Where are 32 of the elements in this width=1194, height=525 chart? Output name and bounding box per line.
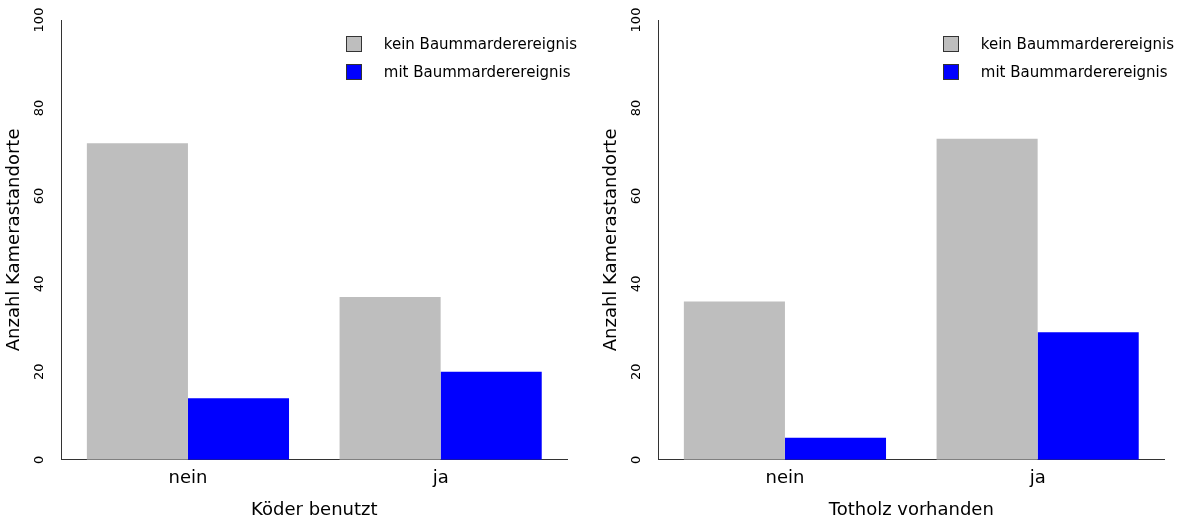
legend-label: kein Baummarderereignis [980, 35, 1174, 53]
x-tick-label: nein [765, 466, 805, 488]
bar [683, 301, 785, 460]
legend-label: mit Baummarderereignis [383, 63, 571, 81]
bar [1037, 332, 1139, 460]
y-tick-label: 80 [627, 99, 643, 117]
y-tick-label: 40 [30, 275, 46, 293]
bar [784, 437, 887, 460]
legend-label: mit Baummarderereignis [980, 63, 1168, 81]
bar [440, 371, 542, 460]
y-axis-title: Anzahl Kamerastandorte [599, 128, 621, 352]
y-tick-label: 20 [30, 363, 46, 381]
y-tick-label: 40 [627, 275, 643, 293]
bar [187, 398, 290, 460]
y-tick-label: 100 [627, 7, 643, 33]
bar [936, 138, 1038, 460]
x-axis-title: Köder benutzt [251, 497, 378, 519]
x-axis-title: Totholz vorhanden [827, 497, 994, 519]
y-tick-label: 60 [627, 187, 643, 205]
y-axis-title: Anzahl Kamerastandorte [2, 128, 24, 352]
x-tick-label: nein [168, 466, 208, 488]
y-tick-label: 80 [30, 99, 46, 117]
legend-label: kein Baummarderereignis [383, 35, 577, 53]
y-tick-label: 100 [30, 7, 46, 33]
x-tick-label: ja [431, 466, 449, 488]
y-tick-label: 0 [627, 455, 643, 464]
bar [86, 143, 188, 460]
y-tick-label: 20 [627, 363, 643, 381]
y-tick-label: 60 [30, 187, 46, 205]
x-tick-label: ja [1028, 466, 1046, 488]
y-tick-label: 0 [30, 455, 46, 464]
bar [339, 297, 441, 460]
